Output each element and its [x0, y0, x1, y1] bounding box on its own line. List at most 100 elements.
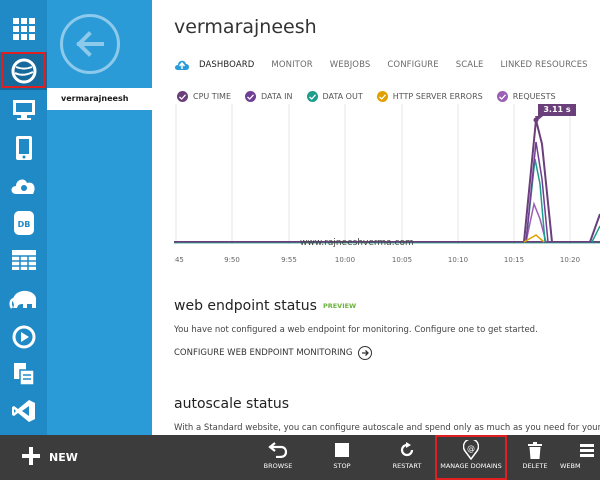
x-tick: 10:20	[560, 256, 580, 264]
rail-media-services[interactable]	[0, 318, 47, 356]
rail-cloud-services[interactable]	[0, 166, 47, 204]
legend-cpu-time[interactable]: CPU TIME	[177, 91, 231, 102]
arrow-left-icon	[76, 31, 104, 57]
delete-label: DELETE	[522, 462, 548, 470]
tab-webjobs[interactable]: WEBJOBS	[329, 60, 371, 70]
watermark-text: www.rajneeshverma.com	[300, 238, 414, 248]
legend-label: DATA IN	[261, 92, 293, 101]
series-requests	[525, 201, 547, 243]
autoscale-heading: autoscale status	[174, 396, 290, 412]
svg-text:@: @	[467, 444, 475, 453]
rail-visual-studio-online[interactable]	[0, 392, 47, 430]
tab-monitor[interactable]: MONITOR	[271, 60, 313, 70]
tab-configure[interactable]: CONFIGURE	[387, 60, 439, 70]
check-icon	[376, 91, 388, 102]
tooltip-dot	[533, 117, 539, 123]
x-tick: 10:15	[504, 256, 524, 264]
main-content: vermarajneesh DASHBOARD MONITOR WEBJOBS …	[152, 0, 600, 435]
restart-button[interactable]: RESTART	[367, 441, 447, 470]
series-http-server-errors	[523, 234, 545, 243]
new-button[interactable]: NEW	[22, 447, 78, 468]
new-label: NEW	[49, 451, 78, 464]
check-icon	[245, 91, 257, 102]
metrics-chart[interactable]: 3.11 s www.rajneeshverma.com 9:45 9:50 9…	[174, 104, 600, 274]
arrow-right-icon	[358, 346, 373, 360]
cloud-status-icon	[174, 59, 190, 71]
rail-hdinsight[interactable]	[0, 280, 47, 318]
stop-icon	[302, 441, 382, 459]
manage-domains-button[interactable]: @ MANAGE DOMAINS	[431, 440, 511, 470]
at-location-icon: @	[431, 440, 511, 460]
web-endpoint-title: web endpoint status	[174, 298, 317, 314]
rail-all-items[interactable]	[0, 10, 47, 48]
stop-button[interactable]: STOP	[302, 441, 382, 470]
x-tick: 10:10	[448, 256, 468, 264]
configure-endpoint-label: CONFIGURE WEB ENDPOINT MONITORING	[174, 348, 353, 358]
legend-http-server-errors[interactable]: HTTP SERVER ERRORS	[376, 91, 483, 102]
rail-service-bus[interactable]	[0, 355, 47, 393]
tab-scale[interactable]: SCALE	[455, 60, 484, 70]
subnav-item-site[interactable]: vermarajneesh	[47, 88, 152, 110]
tooltip-value: 3.11 s	[543, 105, 571, 114]
legend-label: REQUESTS	[512, 92, 556, 101]
series-right-edge	[589, 213, 600, 243]
x-axis-ticks: 9:45 9:50 9:55 10:00 10:05 10:10 10:15 1…	[174, 256, 580, 264]
page-title: vermarajneesh	[174, 16, 317, 38]
tab-linked-resources[interactable]: LINKED RESOURCES	[500, 60, 588, 70]
restart-icon	[367, 441, 447, 459]
check-icon	[496, 91, 508, 102]
svg-text:DB: DB	[17, 220, 30, 229]
media-icon	[12, 325, 35, 349]
rail-websites[interactable]	[0, 52, 47, 90]
x-tick: 10:05	[392, 256, 412, 264]
legend-label: DATA OUT	[322, 92, 363, 101]
rail-sql-databases[interactable]: DB	[0, 204, 47, 242]
stop-label: STOP	[333, 462, 351, 470]
service-bus-icon	[13, 363, 35, 386]
visual-studio-icon	[11, 400, 35, 422]
web-endpoint-description: You have not configured a web endpoint f…	[174, 325, 538, 335]
chart-gridlines	[175, 104, 571, 244]
rail-storage[interactable]	[0, 241, 47, 279]
series-data-in	[525, 141, 549, 243]
x-tick: 9:50	[224, 256, 240, 264]
cloud-services-icon	[11, 179, 35, 194]
rail-mobile-services[interactable]	[0, 129, 47, 167]
highlight-box-websites	[1, 52, 45, 88]
check-icon	[177, 91, 188, 102]
monitor-icon	[12, 100, 35, 120]
legend-label: HTTP SERVER ERRORS	[392, 92, 483, 101]
tab-dashboard[interactable]: DASHBOARD	[199, 60, 255, 70]
rail-virtual-machines[interactable]	[0, 91, 47, 129]
legend-data-in[interactable]: DATA IN	[245, 91, 293, 102]
x-tick: 9:55	[281, 256, 297, 264]
webmatrix-button[interactable]: WEBM	[560, 441, 600, 470]
table-icon	[11, 250, 36, 270]
x-tick: 9:45	[174, 256, 184, 264]
grid-icon	[12, 18, 35, 40]
tab-bar: DASHBOARD MONITOR WEBJOBS CONFIGURE SCAL…	[174, 58, 600, 72]
restart-label: RESTART	[392, 462, 422, 470]
webmatrix-label: WEBM	[560, 462, 581, 470]
legend-data-out[interactable]: DATA OUT	[306, 91, 363, 102]
web-endpoint-heading: web endpoint status PREVIEW	[174, 298, 356, 314]
series-right-edge-2	[591, 225, 600, 243]
configure-endpoint-link[interactable]: CONFIGURE WEB ENDPOINT MONITORING	[174, 346, 373, 360]
sub-navigation-panel: vermarajneesh	[47, 0, 152, 435]
command-bar: NEW BROWSE STOP RESTART @ MANAGE DOMAINS…	[0, 435, 600, 480]
chart-tooltip	[538, 104, 576, 116]
preview-badge: PREVIEW	[322, 302, 357, 310]
series-cpu-time	[523, 119, 553, 243]
legend-requests[interactable]: REQUESTS	[496, 91, 556, 102]
elephant-icon	[8, 290, 36, 309]
plus-icon	[22, 447, 40, 468]
browse-button[interactable]: BROWSE	[238, 441, 318, 470]
mobile-icon	[15, 136, 32, 160]
manage-domains-label: MANAGE DOMAINS	[440, 462, 502, 470]
database-icon: DB	[13, 211, 34, 235]
delete-button[interactable]: DELETE	[495, 441, 575, 470]
browse-label: BROWSE	[263, 462, 293, 470]
back-button[interactable]	[60, 14, 120, 74]
legend-label: CPU TIME	[193, 92, 232, 101]
